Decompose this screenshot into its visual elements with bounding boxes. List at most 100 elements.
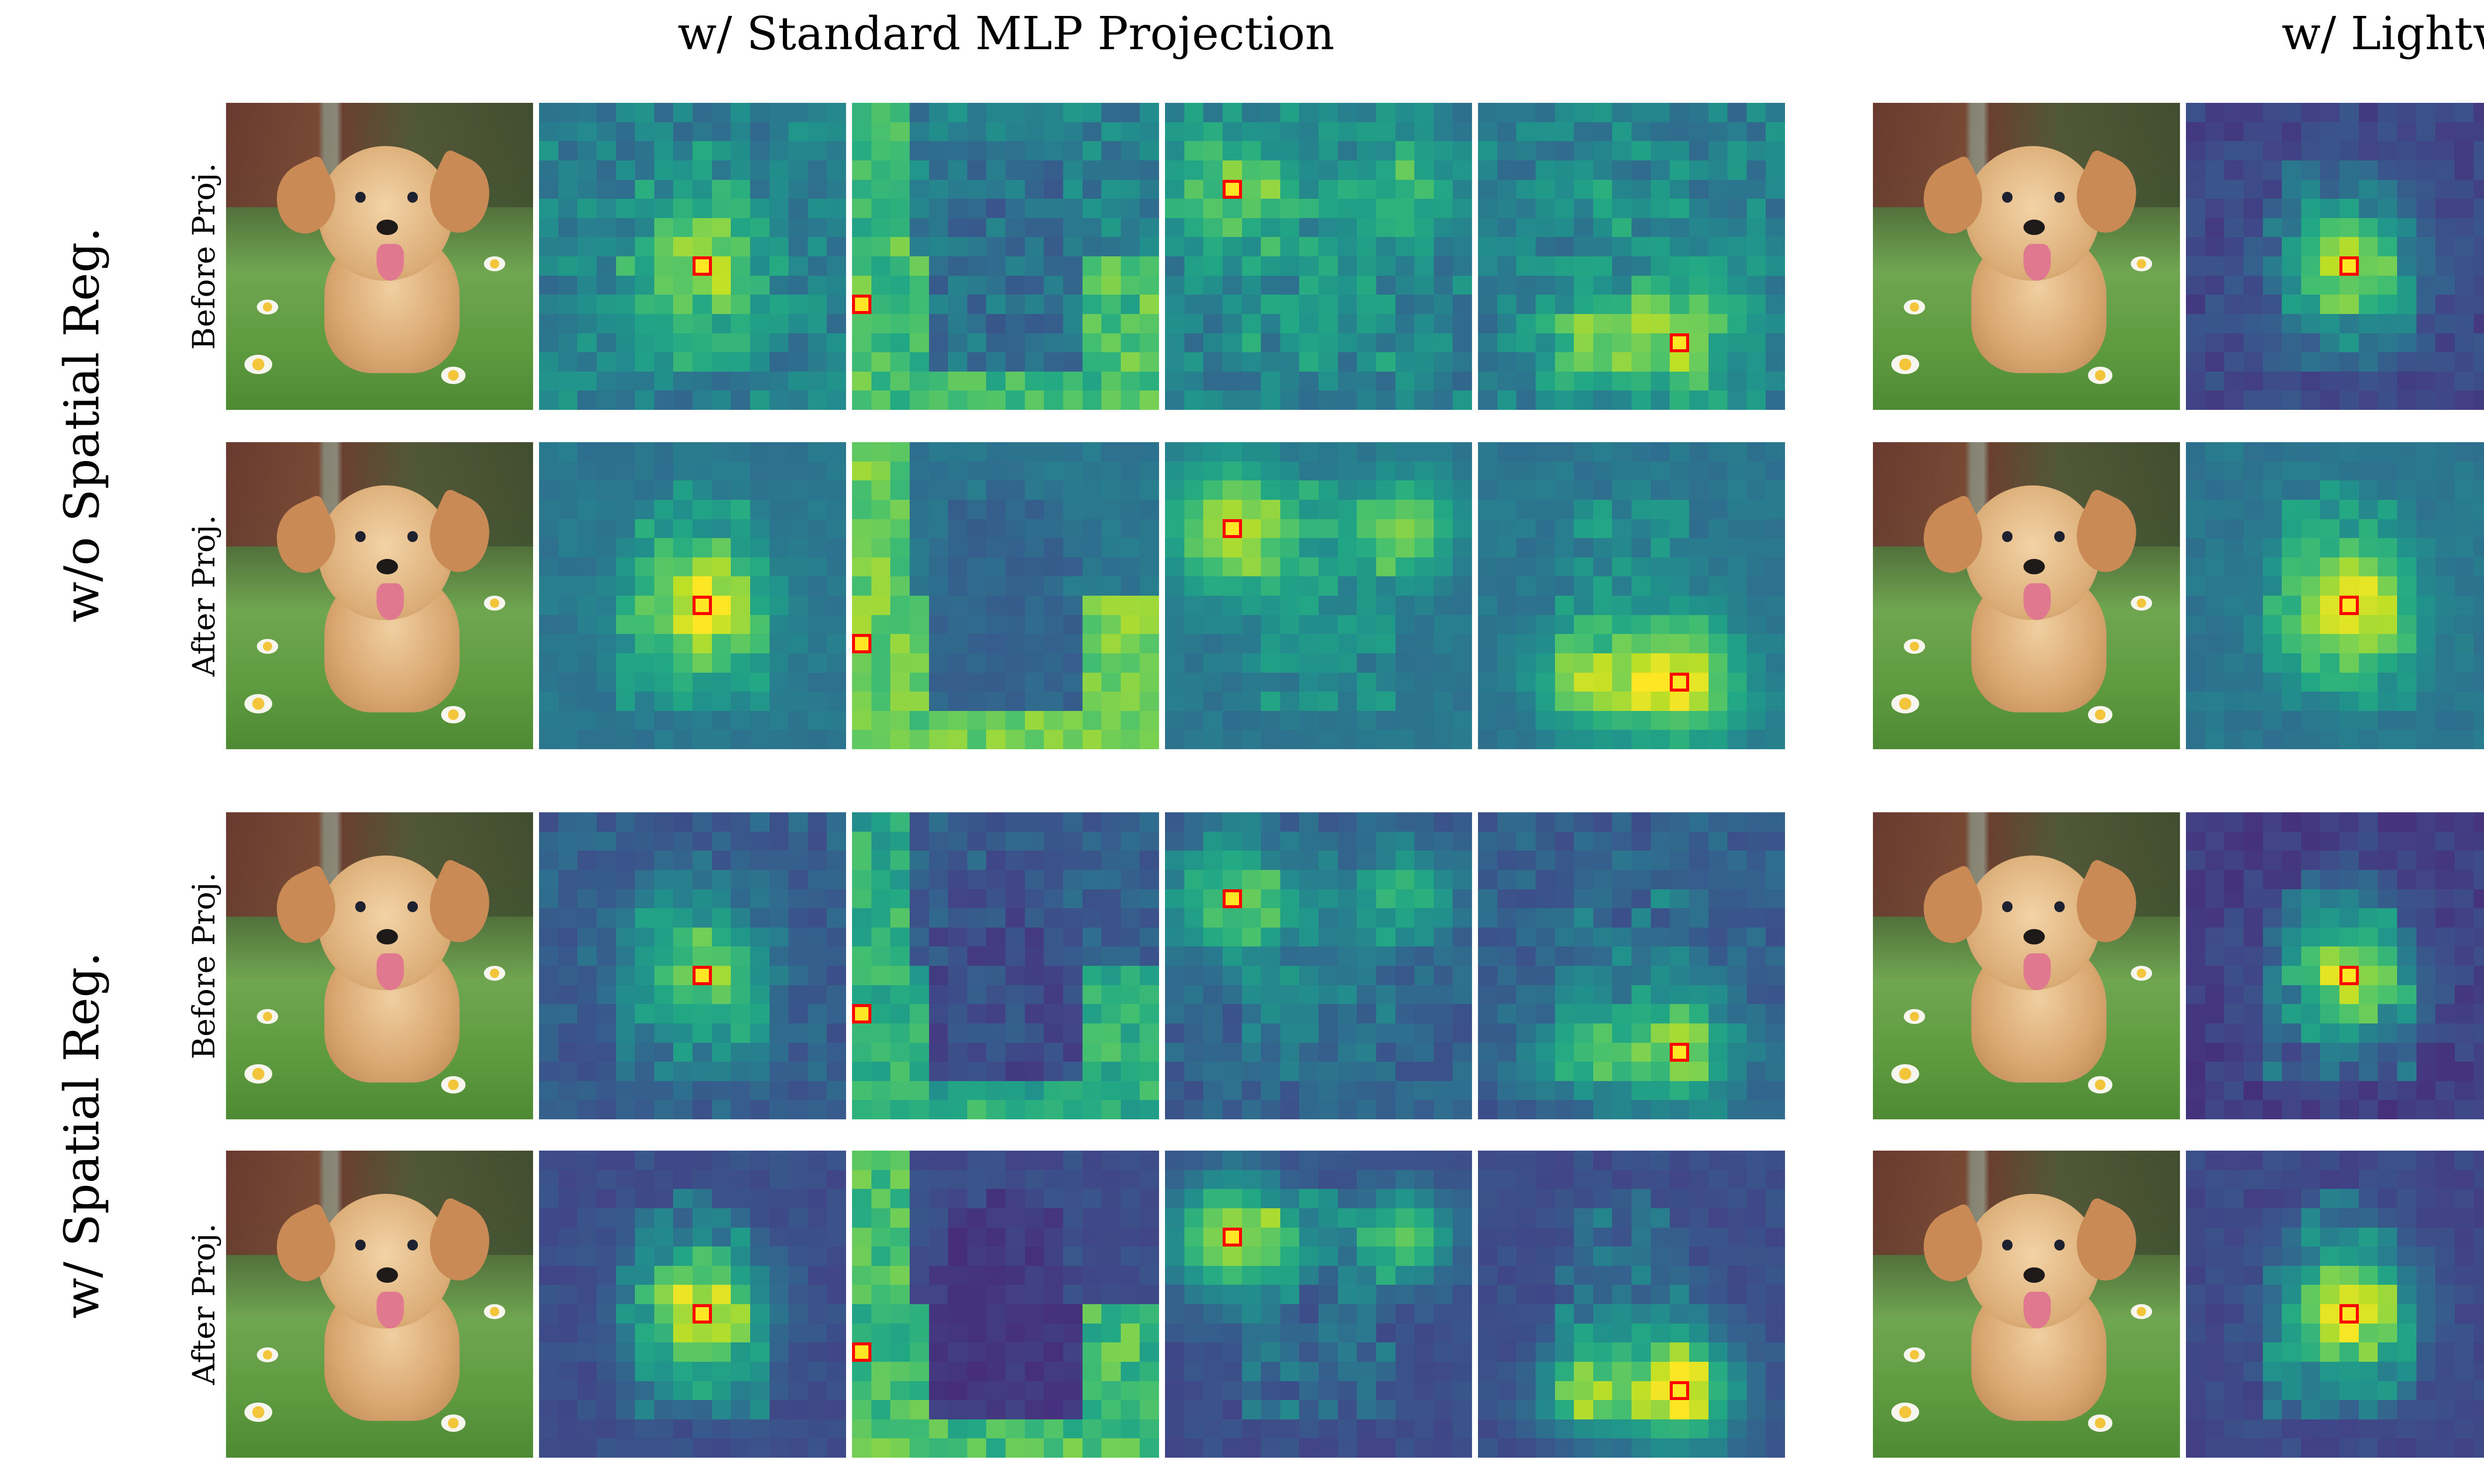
heatmap-cell <box>1554 160 1574 180</box>
heatmap-cell <box>1063 1023 1083 1043</box>
heatmap-cell <box>1222 1265 1242 1285</box>
heatmap-cell <box>711 966 731 985</box>
heatmap-cell <box>788 1323 808 1343</box>
heatmap-cell <box>1082 653 1102 673</box>
heatmap-cell <box>1593 985 1613 1005</box>
heatmap-cell <box>2339 275 2359 295</box>
heatmap-cell <box>711 538 731 557</box>
heatmap-cell <box>1299 710 1319 730</box>
heatmap-cell <box>827 1062 846 1081</box>
heatmap-cell <box>1222 576 1242 596</box>
heatmap-cell <box>1414 1042 1434 1062</box>
heatmap-cell <box>1120 160 1140 180</box>
heatmap-cell <box>731 1151 750 1170</box>
heatmap-cell <box>1535 442 1555 462</box>
heatmap-cell <box>616 1042 635 1062</box>
heatmap-cell <box>1024 1004 1044 1023</box>
heatmap-cell <box>1593 1323 1613 1343</box>
heatmap-cell <box>1650 1323 1670 1343</box>
heatmap-cell <box>1222 653 1242 673</box>
heatmap-cell <box>577 1342 597 1362</box>
heatmap-cell <box>1203 851 1223 870</box>
heatmap-cell <box>1006 519 1025 539</box>
heatmap-cell <box>2301 352 2321 372</box>
heatmap-cell <box>1299 1265 1319 1285</box>
heatmap-cell <box>1727 371 1747 391</box>
heatmap-cell <box>1414 179 1434 199</box>
heatmap-cell <box>635 615 654 634</box>
heatmap-cell <box>2205 275 2225 295</box>
heatmap-cell <box>852 352 871 372</box>
heatmap-cell <box>2243 237 2263 256</box>
heatmap-cell <box>1376 710 1396 730</box>
heatmap-cell <box>1140 1151 1159 1170</box>
heatmap-cell <box>539 730 558 749</box>
eye-r-shape <box>407 192 418 203</box>
heatmap-cell <box>1242 831 1261 851</box>
heatmap-cell <box>1299 985 1319 1005</box>
heatmap-cell <box>654 1170 674 1189</box>
heatmap-cell <box>1574 1170 1593 1189</box>
heatmap-cell <box>1497 851 1517 870</box>
heatmap-cell <box>827 333 846 353</box>
heatmap-cell <box>558 710 578 730</box>
heatmap-cell <box>1101 730 1121 749</box>
heatmap-cell <box>1535 461 1555 481</box>
heatmap-cell <box>909 1170 929 1189</box>
heatmap-cell <box>1006 1438 1025 1458</box>
heatmap-cell <box>1006 596 1025 615</box>
heatmap-cell <box>1554 692 1574 711</box>
heatmap-cell <box>1574 1381 1593 1401</box>
heatmap-cell <box>1395 1342 1415 1362</box>
heatmap-cell <box>1593 1170 1613 1189</box>
heatmap-cell <box>1670 1081 1689 1100</box>
daisy-flower <box>244 354 272 374</box>
heatmap-cell <box>1727 1227 1747 1247</box>
heatmap-cell <box>1044 480 1063 500</box>
similarity-heatmap <box>852 812 1159 1119</box>
heatmap-cell <box>596 692 616 711</box>
heatmap-cell <box>909 103 929 122</box>
heatmap-cell <box>1280 275 1300 295</box>
heatmap-cell <box>2435 275 2455 295</box>
heatmap-cell <box>1689 333 1708 353</box>
heatmap-cell <box>711 946 731 966</box>
heatmap-cell <box>693 869 712 889</box>
heatmap-cell <box>711 160 731 180</box>
input-image-puppy <box>1873 103 2180 410</box>
heatmap-cell <box>1044 851 1063 870</box>
heatmap-cell <box>2320 160 2339 180</box>
heatmap-cell <box>1516 985 1536 1005</box>
heatmap-cell <box>1184 851 1204 870</box>
heatmap-cell <box>2474 122 2484 142</box>
heatmap-cell <box>1261 179 1280 199</box>
heatmap-cell <box>558 1265 578 1285</box>
heatmap-cell <box>1593 710 1613 730</box>
heatmap-cell <box>1024 1189 1044 1208</box>
heatmap-cell <box>1063 927 1083 947</box>
heatmap-cell <box>1082 1419 1102 1439</box>
heatmap-cell <box>1299 256 1319 276</box>
heatmap-cell <box>731 1062 750 1081</box>
heatmap-cell <box>1024 295 1044 314</box>
heatmap-cell <box>1337 275 1357 295</box>
heatmap-cell <box>635 480 654 500</box>
heatmap-cell <box>654 218 674 237</box>
heatmap-cell <box>807 908 827 928</box>
heatmap-cell <box>807 1361 827 1381</box>
heatmap-cell <box>2301 391 2321 410</box>
heatmap-cell <box>1140 927 1159 947</box>
heatmap-cell <box>1689 653 1708 673</box>
heatmap-cell <box>1612 1247 1631 1266</box>
heatmap-cell <box>1650 1342 1670 1362</box>
heatmap-cell <box>1165 1304 1184 1324</box>
heatmap-cell <box>1433 831 1453 851</box>
heatmap-cell <box>1453 333 1472 353</box>
heatmap-cell <box>788 557 808 577</box>
heatmap-cell <box>1101 831 1121 851</box>
heatmap-cell <box>986 103 1006 122</box>
heatmap-cell <box>1337 557 1357 577</box>
heatmap-cell <box>1242 538 1261 557</box>
heatmap-cell <box>1044 333 1063 353</box>
heatmap-cell <box>986 179 1006 199</box>
